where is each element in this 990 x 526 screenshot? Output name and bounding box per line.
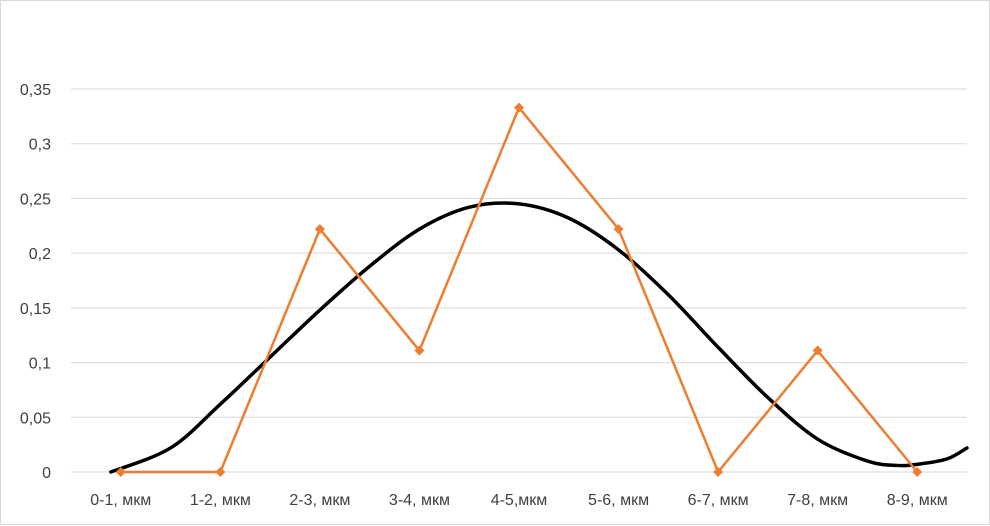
- data-point-marker: [812, 345, 823, 356]
- y-tick-label: 0,1: [29, 356, 51, 373]
- data-point-marker: [115, 467, 126, 477]
- data-point-marker: [414, 345, 425, 356]
- data-point-marker: [713, 467, 724, 477]
- y-tick-label: 0,2: [29, 246, 51, 263]
- data-point-marker: [912, 467, 923, 477]
- x-tick-label: 2-3, мкм: [289, 492, 350, 509]
- y-tick-label: 0,3: [29, 137, 51, 154]
- data-point-marker: [613, 224, 624, 235]
- x-tick-label: 7-8, мкм: [787, 492, 848, 509]
- data-point-marker: [514, 102, 524, 113]
- gridlines: [71, 88, 967, 473]
- trend-curve: [109, 201, 969, 474]
- x-axis-ticks: 0-1, мкм 1-2, мкм 2-3, мкм 3-4, мкм 4-5,мкм 5…: [90, 492, 947, 509]
- y-tick-label: 0,05: [20, 410, 51, 427]
- y-axis-ticks: 0 0,05 0,1 0,15 0,2 0,25 0,3 0,35: [20, 82, 51, 482]
- y-tick-label: 0,35: [20, 82, 51, 99]
- y-tick-label: 0,15: [20, 301, 51, 318]
- y-tick-label: 0,25: [20, 191, 51, 208]
- series-layer: [109, 102, 969, 477]
- x-tick-label: 1-2, мкм: [190, 492, 251, 509]
- x-tick-label: 6-7, мкм: [688, 492, 749, 509]
- data-point-marker: [215, 467, 226, 477]
- x-tick-label: 8-9, мкм: [887, 492, 948, 509]
- x-tick-label: 4-5,мкм: [491, 492, 548, 509]
- data-point-marker: [314, 224, 325, 235]
- x-tick-label: 3-4, мкм: [389, 492, 450, 509]
- x-tick-label: 0-1, мкм: [90, 492, 151, 509]
- x-tick-label: 5-6, мкм: [588, 492, 649, 509]
- y-tick-label: 0: [42, 465, 51, 482]
